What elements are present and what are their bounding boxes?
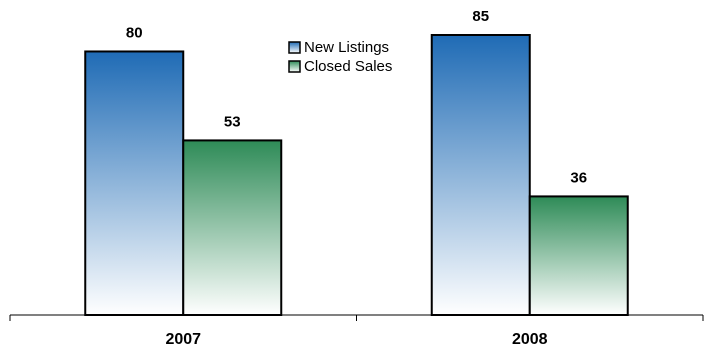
x-tick-label-2007: 2007 — [165, 331, 201, 348]
legend-label-closed-sales: Closed Sales — [304, 58, 392, 75]
bar-closed-sales-2008 — [528, 195, 629, 316]
x-axis — [9, 314, 704, 321]
bar-new-listings-2007 — [84, 50, 185, 317]
data-label-closed-sales-2008: 36 — [570, 169, 587, 186]
legend-label-new-listings: New Listings — [304, 39, 389, 56]
legend: New Listings Closed Sales — [288, 39, 392, 75]
bar-closed-sales-2007 — [182, 139, 283, 316]
bars-group — [84, 34, 629, 317]
data-label-new-listings-2008: 85 — [472, 8, 489, 25]
legend-swatch-new-listings — [288, 41, 301, 54]
data-label-closed-sales-2007: 53 — [224, 113, 241, 130]
data-label-new-listings-2007: 80 — [126, 24, 143, 41]
labels-group: 80 53 2007 85 36 2008 — [126, 8, 587, 348]
bar-new-listings-2008 — [430, 34, 531, 316]
x-tick-label-2008: 2008 — [512, 331, 548, 348]
legend-swatch-closed-sales — [288, 60, 301, 73]
